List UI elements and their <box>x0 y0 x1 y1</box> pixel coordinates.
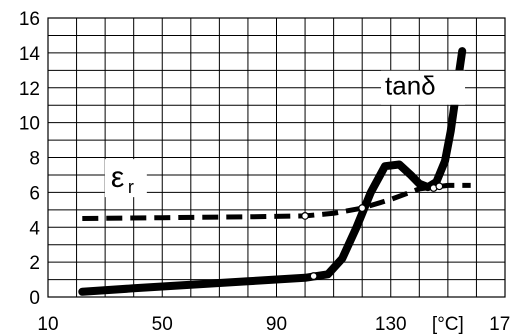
data-marker <box>301 212 309 220</box>
data-marker <box>358 204 367 212</box>
y-tick-label: 14 <box>19 44 41 65</box>
data-marker <box>309 272 318 280</box>
x-tick-label: 90 <box>266 314 287 335</box>
y-tick-label: 2 <box>29 253 40 274</box>
y-tick-label: 16 <box>19 9 40 30</box>
x-axis-unit-label: [°C] <box>432 314 464 335</box>
y-tick-label: 6 <box>29 183 40 204</box>
annotation-tand: tanδ <box>385 71 436 101</box>
y-tick-label: 10 <box>19 114 40 135</box>
series-line-er <box>82 182 471 221</box>
data-marker <box>435 182 444 191</box>
y-tick-label: 12 <box>19 79 40 100</box>
tick-labels: 0 2 4 6 8 10 12 14 16 10 50 90 130 170 [°C] <box>19 9 510 335</box>
x-tick-label: 10 <box>37 314 58 335</box>
marker-layer <box>301 182 444 280</box>
x-tick-label: 50 <box>152 314 173 335</box>
annotation-bg <box>104 159 147 198</box>
annotation-er: ε <box>111 161 124 194</box>
annotation-layer: tanδ ε r <box>104 70 466 198</box>
annotation-er-subscript: r <box>128 177 134 197</box>
grid <box>47 17 506 298</box>
y-tick-label: 0 <box>29 288 40 309</box>
y-tick-label: 4 <box>29 218 40 239</box>
y-tick-label: 8 <box>29 149 40 170</box>
x-tick-label: 130 <box>375 314 407 335</box>
series-layer <box>78 47 471 296</box>
plot-frame <box>47 17 506 298</box>
x-tick-label: 170 <box>489 314 510 335</box>
annotation-bg <box>381 70 466 105</box>
series-line-tand <box>78 47 467 296</box>
